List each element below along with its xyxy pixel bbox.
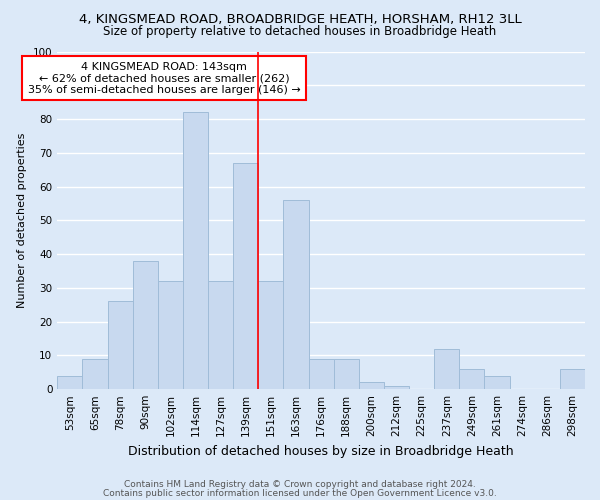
Bar xyxy=(460,369,484,389)
Bar xyxy=(57,376,82,389)
Y-axis label: Number of detached properties: Number of detached properties xyxy=(17,132,27,308)
Bar xyxy=(359,382,384,389)
Bar xyxy=(233,163,259,389)
Bar xyxy=(484,376,509,389)
X-axis label: Distribution of detached houses by size in Broadbridge Heath: Distribution of detached houses by size … xyxy=(128,444,514,458)
Bar xyxy=(208,281,233,389)
Text: 4 KINGSMEAD ROAD: 143sqm
← 62% of detached houses are smaller (262)
35% of semi-: 4 KINGSMEAD ROAD: 143sqm ← 62% of detach… xyxy=(28,62,301,95)
Bar xyxy=(308,359,334,389)
Bar xyxy=(107,302,133,389)
Text: Contains public sector information licensed under the Open Government Licence v3: Contains public sector information licen… xyxy=(103,488,497,498)
Bar xyxy=(334,359,359,389)
Bar xyxy=(259,281,283,389)
Bar xyxy=(158,281,183,389)
Bar xyxy=(560,369,585,389)
Bar xyxy=(384,386,409,389)
Bar xyxy=(183,112,208,389)
Bar xyxy=(283,200,308,389)
Bar xyxy=(434,348,460,389)
Bar xyxy=(133,261,158,389)
Bar xyxy=(82,359,107,389)
Text: 4, KINGSMEAD ROAD, BROADBRIDGE HEATH, HORSHAM, RH12 3LL: 4, KINGSMEAD ROAD, BROADBRIDGE HEATH, HO… xyxy=(79,12,521,26)
Text: Contains HM Land Registry data © Crown copyright and database right 2024.: Contains HM Land Registry data © Crown c… xyxy=(124,480,476,489)
Text: Size of property relative to detached houses in Broadbridge Heath: Size of property relative to detached ho… xyxy=(103,25,497,38)
